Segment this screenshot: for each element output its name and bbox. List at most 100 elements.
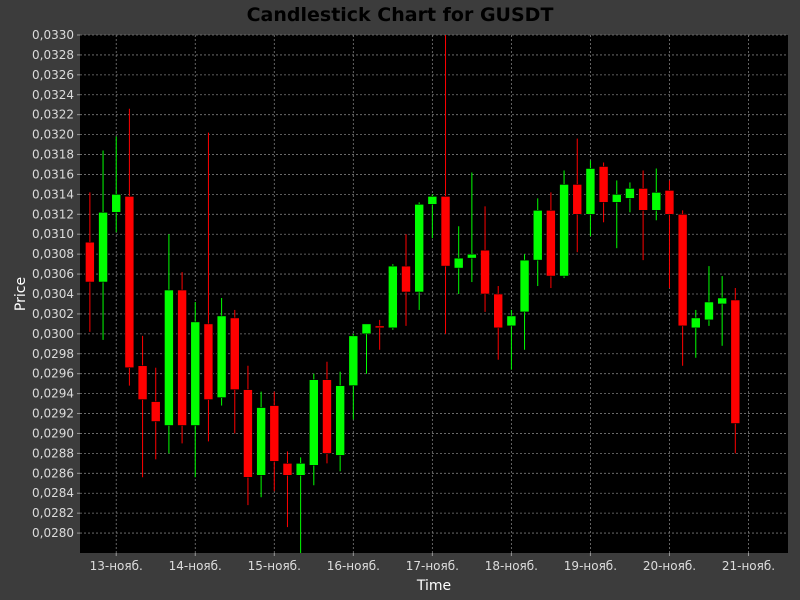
y-tick-label: 0,0320 [32,128,74,142]
y-tick-label: 0,0322 [32,108,74,122]
candle-up [453,226,464,294]
candle-body [190,321,201,426]
candle-up [625,182,635,213]
candle-down [374,319,385,350]
y-tick-label: 0,0300 [32,327,74,341]
candle-down [440,35,451,334]
candle-down [664,180,675,289]
candle-body [309,379,319,466]
candle-up [651,168,662,221]
y-tick-label: 0,0310 [32,227,74,241]
y-tick-label: 0,0308 [32,247,74,261]
x-tick-label: 20-нояб. [643,559,696,573]
candle-body [467,253,477,259]
candle-down [150,367,161,460]
candle-up [348,333,359,420]
candles [85,35,741,553]
candle-body [730,299,741,424]
y-tick-label: 0,0280 [32,526,74,540]
candle-up [717,276,727,346]
y-tick-label: 0,0284 [32,486,74,500]
candle-down [229,309,240,434]
y-axis-ticks: 0,0280 0,0282 0,0284 0,0286 0,0288 0,0290 0,02… [32,28,80,540]
candle-body [717,297,727,305]
x-tick-label: 17-нояб. [406,559,459,573]
candle-body [335,385,345,456]
candle-down [243,365,253,506]
candle-up [690,309,701,358]
candle-up [111,136,122,233]
candle-body [427,196,438,205]
y-tick-label: 0,0314 [32,187,74,201]
candle-body [177,289,187,426]
x-axis-ticks: 13-нояб. 14-нояб. 15-нояб. 16-нояб. 17-нояб.… [90,553,775,573]
y-tick-label: 0,0290 [32,426,74,440]
x-tick-label: 14-нояб. [169,559,222,573]
candle-body [137,365,148,400]
candle-body [243,389,253,478]
x-tick-label: 18-нояб. [485,559,538,573]
candle-up [611,180,622,249]
candle-body [559,184,569,277]
candle-up [519,254,530,350]
candle-body [401,265,411,293]
candle-body [164,289,174,426]
candle-body [269,405,280,462]
candle-up [256,391,266,498]
candle-body [216,315,227,398]
y-tick-label: 0,0324 [32,88,74,102]
y-axis-title: Price [13,277,29,311]
y-tick-label: 0,0292 [32,407,74,421]
candle-down [677,210,688,366]
candle-up [414,202,424,310]
x-tick-label: 21-нояб. [722,559,775,573]
candle-up [559,170,569,279]
x-axis-title: Time [416,578,451,594]
y-tick-label: 0,0312 [32,207,74,221]
candle-body [585,168,596,215]
y-tick-label: 0,0298 [32,347,74,361]
candle-down [177,272,187,444]
candle-down [546,192,556,289]
candle-down [493,286,504,360]
candle-down [282,451,293,528]
candle-body [414,204,424,293]
candle-down [730,288,741,454]
y-tick-label: 0,0288 [32,446,74,460]
y-tick-label: 0,0286 [32,466,74,480]
candle-up [506,309,517,370]
candle-down [480,206,490,312]
candle-up [585,160,596,237]
y-tick-label: 0,0328 [32,48,74,62]
candle-up [388,264,398,330]
candle-body [150,401,161,422]
candle-body [203,323,214,400]
candle-body [480,249,490,295]
candle-body [704,301,714,321]
candle-body [598,166,609,203]
candle-up [532,198,543,287]
y-tick-label: 0,0302 [32,307,74,321]
candle-body [519,259,530,313]
x-tick-label: 13-нояб. [90,559,143,573]
y-tick-label: 0,0330 [32,28,74,42]
candle-body [440,196,451,267]
chart-title: Candlestick Chart for GUSDT [246,4,554,26]
candle-down [572,138,583,253]
candle-body [229,317,240,390]
x-tick-label: 19-нояб. [564,559,617,573]
y-tick-label: 0,0282 [32,506,74,520]
candle-down [638,170,648,261]
candle-down [322,361,332,464]
candle-down [203,132,214,442]
candle-body [625,188,635,199]
candle-up [190,301,201,478]
candle-up [335,371,345,472]
candle-up [309,373,319,486]
x-tick-label: 16-нояб. [327,559,380,573]
candle-body [98,212,108,283]
candle-up [704,266,714,326]
candle-body [124,196,135,369]
candle-down [85,192,95,332]
